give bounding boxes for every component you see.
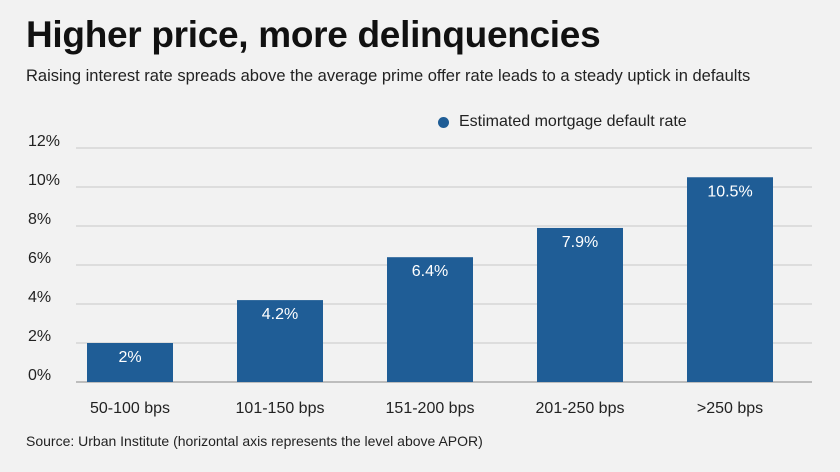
- x-tick-label: >250 bps: [697, 400, 763, 417]
- bar: [237, 300, 323, 382]
- bar: [387, 257, 473, 382]
- bar-value-label: 2%: [118, 349, 141, 366]
- bar-value-label: 4.2%: [262, 306, 298, 323]
- y-tick-label: 12%: [28, 133, 60, 150]
- bar-value-label: 6.4%: [412, 263, 448, 280]
- chart-title: Higher price, more delinquencies: [26, 14, 601, 55]
- y-tick-label: 4%: [28, 289, 51, 306]
- x-tick-label: 151-200 bps: [386, 400, 475, 417]
- legend: Estimated mortgage default rate: [438, 113, 687, 131]
- x-tick-label: 50-100 bps: [90, 400, 170, 417]
- y-tick-label: 10%: [28, 172, 60, 189]
- x-tick-label: 101-150 bps: [236, 400, 325, 417]
- bar: [87, 343, 173, 382]
- y-tick-label: 2%: [28, 328, 51, 345]
- y-tick-label: 8%: [28, 211, 51, 228]
- bar: [687, 177, 773, 382]
- bar-value-label: 10.5%: [707, 183, 752, 200]
- legend-label: Estimated mortgage default rate: [459, 113, 687, 130]
- source-note: Source: Urban Institute (horizontal axis…: [26, 433, 483, 449]
- legend-marker: [438, 116, 449, 128]
- bar-value-label: 7.9%: [562, 234, 598, 251]
- x-tick-label: 201-250 bps: [536, 400, 625, 417]
- chart-subtitle: Raising interest rate spreads above the …: [26, 67, 751, 85]
- bar: [537, 227, 623, 382]
- y-tick-label: 6%: [28, 250, 51, 267]
- y-tick-label: 0%: [28, 367, 51, 384]
